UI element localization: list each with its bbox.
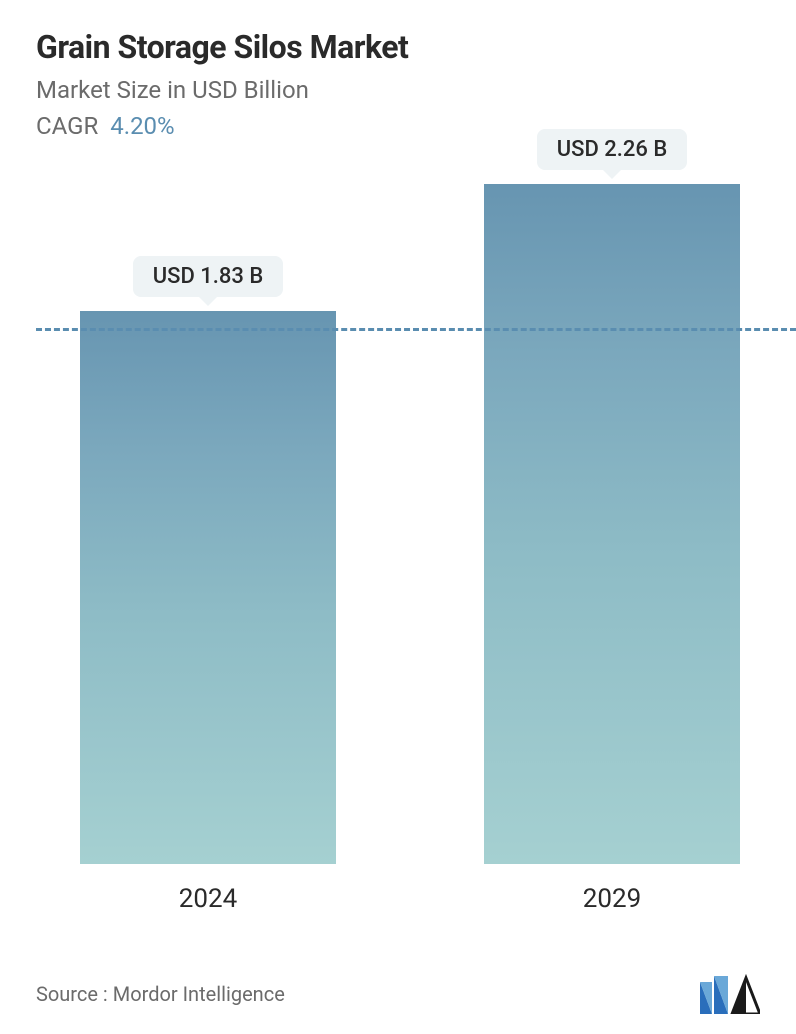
value-label-2029: USD 2.26 B xyxy=(537,129,688,170)
chart-area: USD 1.83 B USD 2.26 B 2024 2029 xyxy=(36,200,796,924)
chart-title: Grain Storage Silos Market xyxy=(36,28,796,66)
x-label-2024: 2024 xyxy=(80,884,336,914)
bar-group-2029: USD 2.26 B xyxy=(484,184,740,864)
footer: Source : Mordor Intelligence xyxy=(36,974,796,1014)
bar-group-2024: USD 1.83 B xyxy=(80,311,336,864)
source-text: Source : Mordor Intelligence xyxy=(36,982,285,1006)
x-label-2029: 2029 xyxy=(484,884,740,914)
reference-line xyxy=(36,328,796,331)
value-label-2024: USD 1.83 B xyxy=(133,256,284,297)
x-axis-labels: 2024 2029 xyxy=(80,884,740,914)
cagr-value: 4.20% xyxy=(110,112,174,140)
bar-2029 xyxy=(484,184,740,864)
chart-subtitle: Market Size in USD Billion xyxy=(36,76,796,104)
bar-2024 xyxy=(80,311,336,864)
mordor-logo-icon xyxy=(698,974,760,1014)
cagr-label: CAGR xyxy=(36,112,98,140)
bar-container: USD 1.83 B USD 2.26 B xyxy=(80,200,796,864)
